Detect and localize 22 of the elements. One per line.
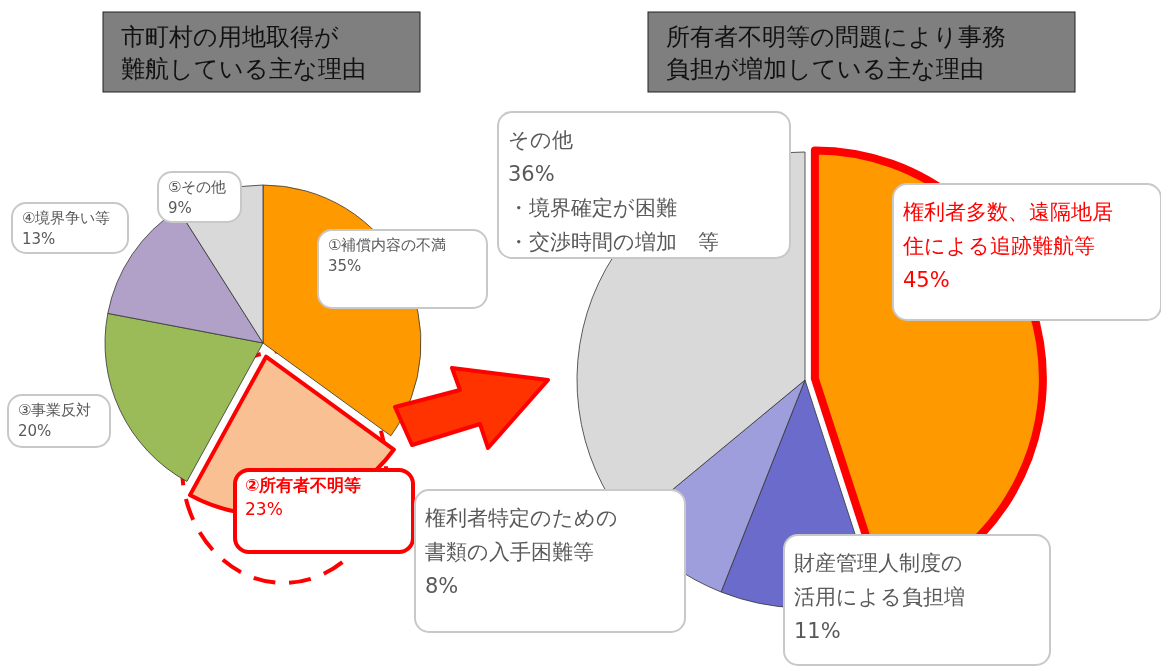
chart-title: 所有者不明等の問題により事務負担が増加している主な理由 — [666, 23, 1006, 83]
data-label: 11% — [794, 618, 841, 643]
data-label: 35% — [328, 256, 362, 275]
data-label: 20% — [18, 421, 52, 440]
data-label: 9% — [168, 198, 192, 217]
data-label: 8% — [425, 573, 459, 598]
slice-label: 権利者多数、遠隔地居住による追跡難航等 — [902, 199, 1113, 258]
data-label: 36% — [508, 161, 555, 186]
slice-label: ②所有者不明等 — [245, 475, 362, 496]
data-label: 45% — [903, 267, 950, 292]
slice-label: その他 — [508, 127, 573, 152]
slice-label: 権利者特定のための書類の入手困難等 — [425, 505, 618, 564]
slice-label: ③事業反対 — [18, 400, 92, 419]
slice-label: 財産管理人制度の活用による負担増 — [794, 550, 965, 609]
data-label: 23% — [245, 499, 283, 520]
text: ・交渉時間の増加 等 — [508, 229, 719, 254]
slice-label: ④境界争い等 — [22, 208, 111, 227]
text: ・境界確定が困難 — [508, 195, 677, 220]
chart-title: 市町村の用地取得が難航している主な理由 — [121, 23, 366, 83]
slice-label: ⑤その他 — [168, 177, 227, 196]
slice-label: ①補償内容の不満 — [328, 235, 447, 254]
data-label: 13% — [22, 229, 56, 248]
